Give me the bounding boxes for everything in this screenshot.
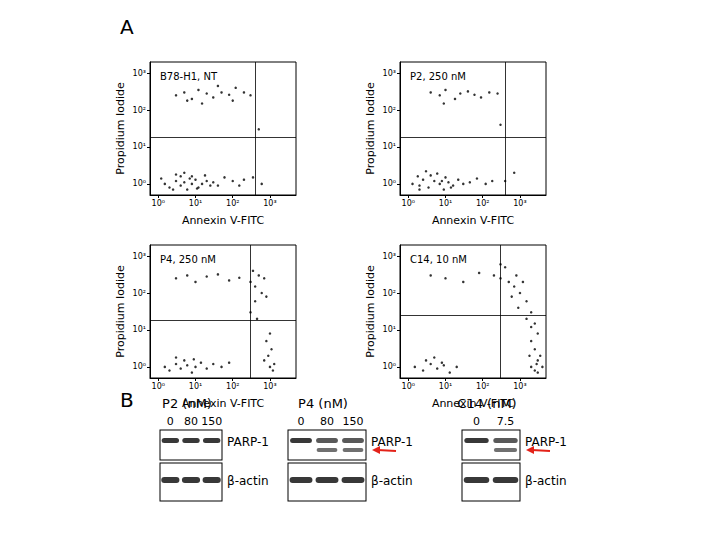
svg-text:10⁰: 10⁰ — [133, 362, 146, 371]
svg-text:10⁰: 10⁰ — [402, 382, 415, 391]
svg-text:0: 0 — [167, 415, 174, 428]
svg-text:150: 150 — [343, 415, 364, 428]
svg-text:β-actin: β-actin — [227, 474, 269, 488]
svg-text:Annexin V-FITC: Annexin V-FITC — [432, 397, 515, 410]
svg-text:P4 (nM): P4 (nM) — [298, 396, 348, 411]
svg-text:Annexin V-FITC: Annexin V-FITC — [182, 214, 265, 227]
svg-text:β-actin: β-actin — [371, 474, 413, 488]
svg-text:10⁰: 10⁰ — [383, 362, 396, 371]
svg-text:Annexin V-FITC: Annexin V-FITC — [432, 214, 515, 227]
svg-text:10⁰: 10⁰ — [402, 199, 415, 208]
svg-text:10²: 10² — [383, 289, 396, 298]
svg-text:10⁰: 10⁰ — [152, 199, 165, 208]
svg-text:150: 150 — [201, 415, 222, 428]
svg-text:10²: 10² — [476, 199, 489, 208]
svg-text:10¹: 10¹ — [189, 382, 202, 391]
svg-text:10³: 10³ — [263, 199, 276, 208]
svg-text:10⁰: 10⁰ — [133, 179, 146, 188]
svg-text:Propidium Iodide: Propidium Iodide — [364, 82, 377, 175]
svg-text:10¹: 10¹ — [133, 142, 146, 151]
svg-text:10²: 10² — [226, 382, 239, 391]
svg-text:10³: 10³ — [383, 69, 396, 78]
svg-text:C14 (nM): C14 (nM) — [457, 396, 516, 411]
svg-text:PARP-1: PARP-1 — [525, 435, 567, 449]
svg-text:10³: 10³ — [133, 69, 146, 78]
svg-text:Propidium Iodide: Propidium Iodide — [114, 82, 127, 175]
svg-text:B78-H1, NT: B78-H1, NT — [160, 71, 218, 82]
svg-text:10²: 10² — [383, 106, 396, 115]
svg-text:80: 80 — [320, 415, 334, 428]
svg-text:β-actin: β-actin — [525, 474, 567, 488]
svg-text:A: A — [120, 15, 134, 39]
svg-text:10²: 10² — [133, 289, 146, 298]
svg-text:10¹: 10¹ — [189, 199, 202, 208]
svg-text:10²: 10² — [476, 382, 489, 391]
svg-text:10¹: 10¹ — [383, 325, 396, 334]
svg-text:10³: 10³ — [513, 199, 526, 208]
svg-text:P2 (nM): P2 (nM) — [162, 396, 212, 411]
svg-text:Propidium Iodide: Propidium Iodide — [114, 265, 127, 358]
svg-text:0: 0 — [298, 415, 305, 428]
svg-text:10³: 10³ — [263, 382, 276, 391]
svg-text:0: 0 — [473, 415, 480, 428]
svg-text:10¹: 10¹ — [133, 325, 146, 334]
svg-text:10³: 10³ — [383, 252, 396, 261]
svg-text:10⁰: 10⁰ — [383, 179, 396, 188]
svg-text:P2, 250 nM: P2, 250 nM — [410, 71, 466, 82]
svg-text:10³: 10³ — [133, 252, 146, 261]
svg-text:10²: 10² — [133, 106, 146, 115]
svg-text:10¹: 10¹ — [439, 199, 452, 208]
svg-text:C14, 10 nM: C14, 10 nM — [410, 254, 467, 265]
svg-text:10³: 10³ — [513, 382, 526, 391]
svg-text:B: B — [120, 388, 134, 412]
svg-text:7.5: 7.5 — [497, 415, 515, 428]
svg-text:80: 80 — [184, 415, 198, 428]
svg-text:PARP-1: PARP-1 — [371, 435, 413, 449]
svg-text:PARP-1: PARP-1 — [227, 435, 269, 449]
svg-text:10¹: 10¹ — [383, 142, 396, 151]
svg-text:10²: 10² — [226, 199, 239, 208]
svg-text:P4, 250 nM: P4, 250 nM — [160, 254, 216, 265]
svg-text:10¹: 10¹ — [439, 382, 452, 391]
svg-text:Propidium Iodide: Propidium Iodide — [364, 265, 377, 358]
svg-text:Annexin V-FITC: Annexin V-FITC — [182, 397, 265, 410]
svg-text:10⁰: 10⁰ — [152, 382, 165, 391]
